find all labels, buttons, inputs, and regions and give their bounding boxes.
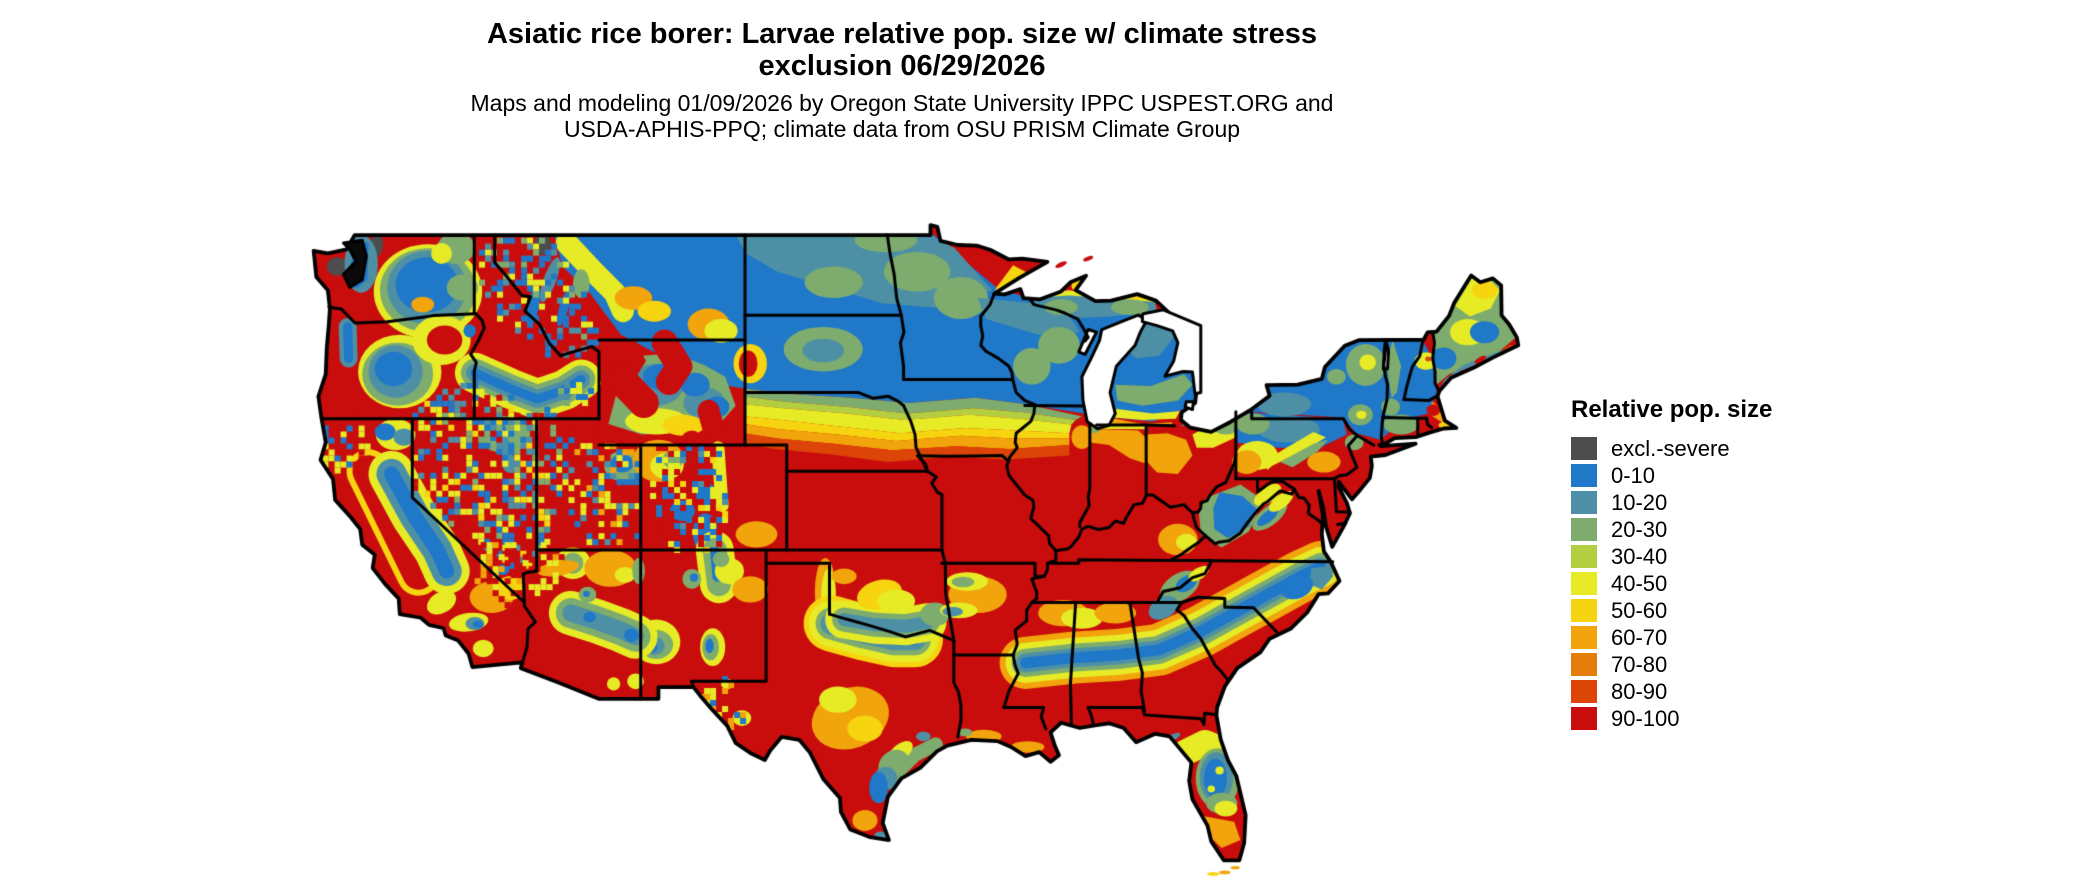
- legend-swatch-30-40: [1571, 545, 1597, 568]
- legend-row: 30-40: [1571, 545, 1772, 568]
- page-subtitle: Maps and modeling 01/09/2026 by Oregon S…: [2, 90, 1802, 142]
- legend-swatch-20-30: [1571, 518, 1597, 541]
- legend-rows: excl.-severe 0-10 10-20 20-30 30-40 40-50 50-6…: [1571, 437, 1772, 730]
- legend-label: 70-80: [1611, 652, 1668, 677]
- legend-label: 0-10: [1611, 463, 1656, 488]
- legend-label: 20-30: [1611, 517, 1668, 542]
- legend-label: 90-100: [1611, 706, 1680, 731]
- legend-label: 60-70: [1611, 625, 1668, 650]
- legend-row: 20-30: [1571, 518, 1772, 541]
- legend-row: 80-90: [1571, 680, 1772, 703]
- title-line-2: exclusion 06/29/2026: [758, 50, 1046, 82]
- legend-swatch-60-70: [1571, 626, 1597, 649]
- legend-label: excl.-severe: [1611, 436, 1730, 461]
- legend-row: 90-100: [1571, 707, 1772, 730]
- legend-row: 70-80: [1571, 653, 1772, 676]
- legend-swatch-0-10: [1571, 464, 1597, 487]
- legend-row: excl.-severe: [1571, 437, 1772, 460]
- legend-label: 30-40: [1611, 544, 1668, 569]
- legend-row: 60-70: [1571, 626, 1772, 649]
- legend-swatch-80-90: [1571, 680, 1597, 703]
- legend-label: 80-90: [1611, 679, 1668, 704]
- page-title: Asiatic rice borer: Larvae relative pop.…: [2, 18, 1802, 82]
- legend-label: 40-50: [1611, 571, 1668, 596]
- legend-row: 0-10: [1571, 464, 1772, 487]
- legend-swatch-70-80: [1571, 653, 1597, 676]
- subtitle-line-2: USDA-APHIS-PPQ; climate data from OSU PR…: [563, 116, 1241, 142]
- legend-row: 50-60: [1571, 599, 1772, 622]
- legend-swatch-50-60: [1571, 599, 1597, 622]
- legend-swatch-excl.-severe: [1571, 437, 1597, 460]
- legend-row: 40-50: [1571, 572, 1772, 595]
- legend-swatch-40-50: [1571, 572, 1597, 595]
- legend-swatch-10-20: [1571, 491, 1597, 514]
- legend: Relative pop. size excl.-severe 0-10 10-20…: [1571, 396, 1772, 730]
- legend-label: 50-60: [1611, 598, 1668, 623]
- subtitle-line-1: Maps and modeling 01/09/2026 by Oregon S…: [470, 90, 1334, 116]
- title-line-1: Asiatic rice borer: Larvae relative pop.…: [486, 18, 1318, 50]
- legend-swatch-90-100: [1571, 707, 1597, 730]
- legend-row: 10-20: [1571, 491, 1772, 514]
- legend-label: 10-20: [1611, 490, 1668, 515]
- legend-title: Relative pop. size: [1571, 396, 1773, 423]
